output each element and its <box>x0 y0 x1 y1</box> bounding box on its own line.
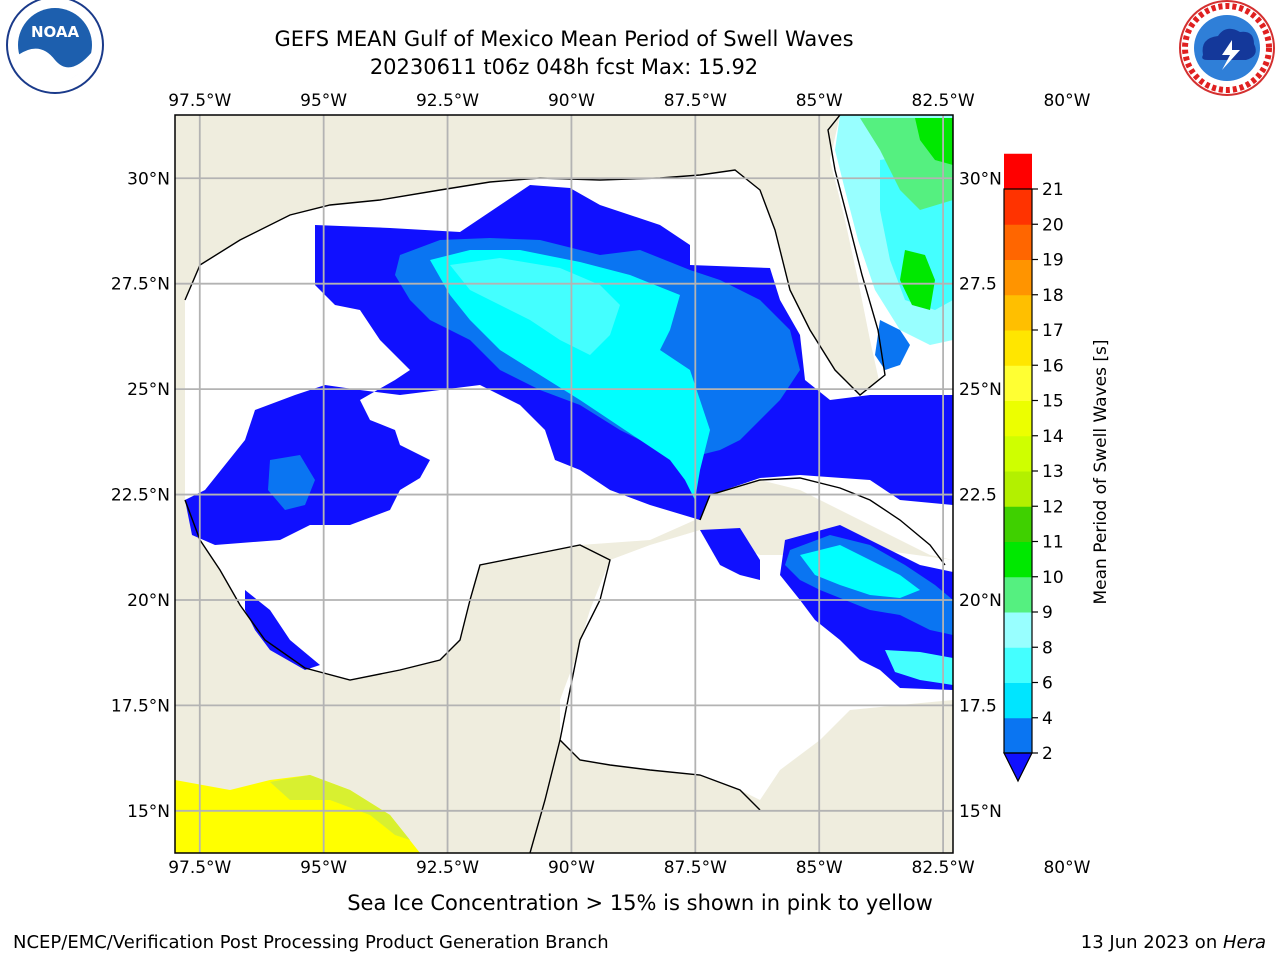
colorbar-extend-low <box>1003 752 1033 783</box>
colorbar-swatch-18 <box>1004 259 1032 296</box>
tick-labels: 97.5°W 95°W 92.5°W 90°W 87.5°W 85°W 82.5°W 80°W… <box>111 91 1091 878</box>
chart-subtitle: 20230611 t06z 048h fcst Max: 15.92 <box>369 55 759 79</box>
colorbar-swatch-4 <box>1004 682 1032 719</box>
x-tick-top-3: 90°W <box>548 91 595 111</box>
credit-date-text: 13 Jun 2023 on <box>1080 932 1223 953</box>
colorbar-tick-17: 17 <box>1042 321 1064 341</box>
map-frame <box>174 114 954 854</box>
chart-title: GEFS MEAN Gulf of Mexico Mean Period of … <box>274 27 854 51</box>
colorbar-tick-16: 16 <box>1042 356 1064 376</box>
colorbar-tick-19: 19 <box>1042 251 1064 271</box>
colorbar-swatch-21 <box>1004 153 1032 190</box>
x-tick-top-7: 80°W <box>1043 91 1090 111</box>
x-tick-top-2: 92.5°W <box>416 91 479 111</box>
colorbar-swatch-9 <box>1004 576 1032 613</box>
x-tick-top-1: 95°W <box>300 91 347 111</box>
y-tick-right-3: 22.5 <box>959 486 997 506</box>
colorbar: 2 4 6 8 9 10 11 12 13 14 15 16 17 18 19 20 21 <box>1003 153 1064 783</box>
colorbar-tick-20: 20 <box>1042 215 1064 235</box>
pacific-water <box>175 775 420 853</box>
graticule <box>175 115 953 853</box>
colorbar-swatch-20 <box>1004 189 1032 225</box>
pacific-swell-edge <box>270 775 410 840</box>
swell-4-8-caribbean <box>800 545 920 598</box>
y-tick-left-2: 25°N <box>127 380 170 400</box>
swell-atlantic-10-11 <box>900 250 935 310</box>
y-tick-right-4: 20°N <box>959 591 1002 611</box>
colorbar-tick-13: 13 <box>1042 462 1064 482</box>
swell-4-8-gulf <box>430 250 710 500</box>
swell-lt2-sw-gulf <box>245 590 320 670</box>
x-tick-bottom-0: 97.5°W <box>168 858 231 878</box>
y-tick-left-1: 27.5°N <box>111 275 170 295</box>
colorbar-tick-21: 21 <box>1042 180 1064 200</box>
swell-6-8-gulf <box>450 258 620 355</box>
colorbar-swatch-8 <box>1004 612 1032 648</box>
y-tick-left-3: 22.5°N <box>111 486 170 506</box>
map-area <box>175 115 953 853</box>
x-tick-top-6: 82.5°W <box>912 91 975 111</box>
x-tick-top-4: 87.5°W <box>664 91 727 111</box>
swell-4-8-caribbean-2 <box>885 650 953 685</box>
y-tick-right-6: 15°N <box>959 802 1002 822</box>
x-tick-bottom-3: 90°W <box>548 858 595 878</box>
y-tick-right-1: 27.5 <box>959 275 997 295</box>
colorbar-tick-2: 2 <box>1042 744 1053 764</box>
colorbar-swatch-6 <box>1004 647 1032 683</box>
colorbar-tick-14: 14 <box>1042 427 1064 447</box>
colorbar-swatch-10 <box>1004 541 1032 578</box>
x-tick-bottom-4: 87.5°W <box>664 858 727 878</box>
colorbar-swatch-11 <box>1004 506 1032 542</box>
colorbar-tick-8: 8 <box>1042 638 1053 658</box>
y-tick-right-0: 30°N <box>959 169 1002 189</box>
y-tick-left-5: 17.5°N <box>111 696 170 716</box>
x-tick-bottom-7: 80°W <box>1043 858 1090 878</box>
credit-date: 13 Jun 2023 on Hera <box>1081 932 1266 953</box>
x-tick-bottom-6: 82.5°W <box>912 858 975 878</box>
nws-logo <box>1179 0 1275 96</box>
sea-ice-note: Sea Ice Concentration > 15% is shown in … <box>347 891 933 915</box>
colorbar-swatch-16 <box>1004 330 1032 366</box>
credit-branch: NCEP/EMC/Verification Post Processing Pr… <box>13 932 609 953</box>
y-tick-left-6: 15°N <box>127 802 170 822</box>
colorbar-tick-11: 11 <box>1042 533 1064 553</box>
colorbar-tick-6: 6 <box>1042 674 1053 694</box>
noaa-logo-text: NOAA <box>31 23 80 41</box>
x-tick-bottom-5: 85°W <box>796 858 843 878</box>
colorbar-swatch-17 <box>1004 294 1032 331</box>
y-tick-left-0: 30°N <box>127 169 170 189</box>
y-tick-right-5: 17.5 <box>959 696 997 716</box>
colorbar-swatch-2 <box>1004 717 1032 754</box>
colorbar-tick-12: 12 <box>1042 497 1064 517</box>
x-tick-bottom-1: 95°W <box>300 858 347 878</box>
y-tick-right-2: 25°N <box>959 380 1002 400</box>
x-tick-bottom-2: 92.5°W <box>416 858 479 878</box>
colorbar-tick-10: 10 <box>1042 568 1064 588</box>
colorbar-swatch-14 <box>1004 400 1032 437</box>
x-tick-top-0: 97.5°W <box>168 91 231 111</box>
colorbar-swatch-15 <box>1004 365 1032 401</box>
colorbar-tick-4: 4 <box>1042 709 1053 729</box>
colorbar-label: Mean Period of Swell Waves [s] <box>1091 340 1111 605</box>
colorbar-swatch-13 <box>1004 435 1032 472</box>
colorbar-swatch-12 <box>1004 471 1032 507</box>
swell-2-4-sw <box>268 455 315 510</box>
credit-machine: Hera <box>1222 932 1266 953</box>
swell-lt2-yucatan <box>700 528 760 580</box>
colorbar-tick-15: 15 <box>1042 392 1064 412</box>
swell-2-4-florida <box>875 320 910 370</box>
colorbar-tick-9: 9 <box>1042 603 1053 623</box>
colorbar-tick-18: 18 <box>1042 286 1064 306</box>
x-tick-top-5: 85°W <box>796 91 843 111</box>
colorbar-swatch-19 <box>1004 224 1032 260</box>
noaa-logo: NOAA <box>6 0 104 94</box>
y-tick-left-4: 20°N <box>127 591 170 611</box>
